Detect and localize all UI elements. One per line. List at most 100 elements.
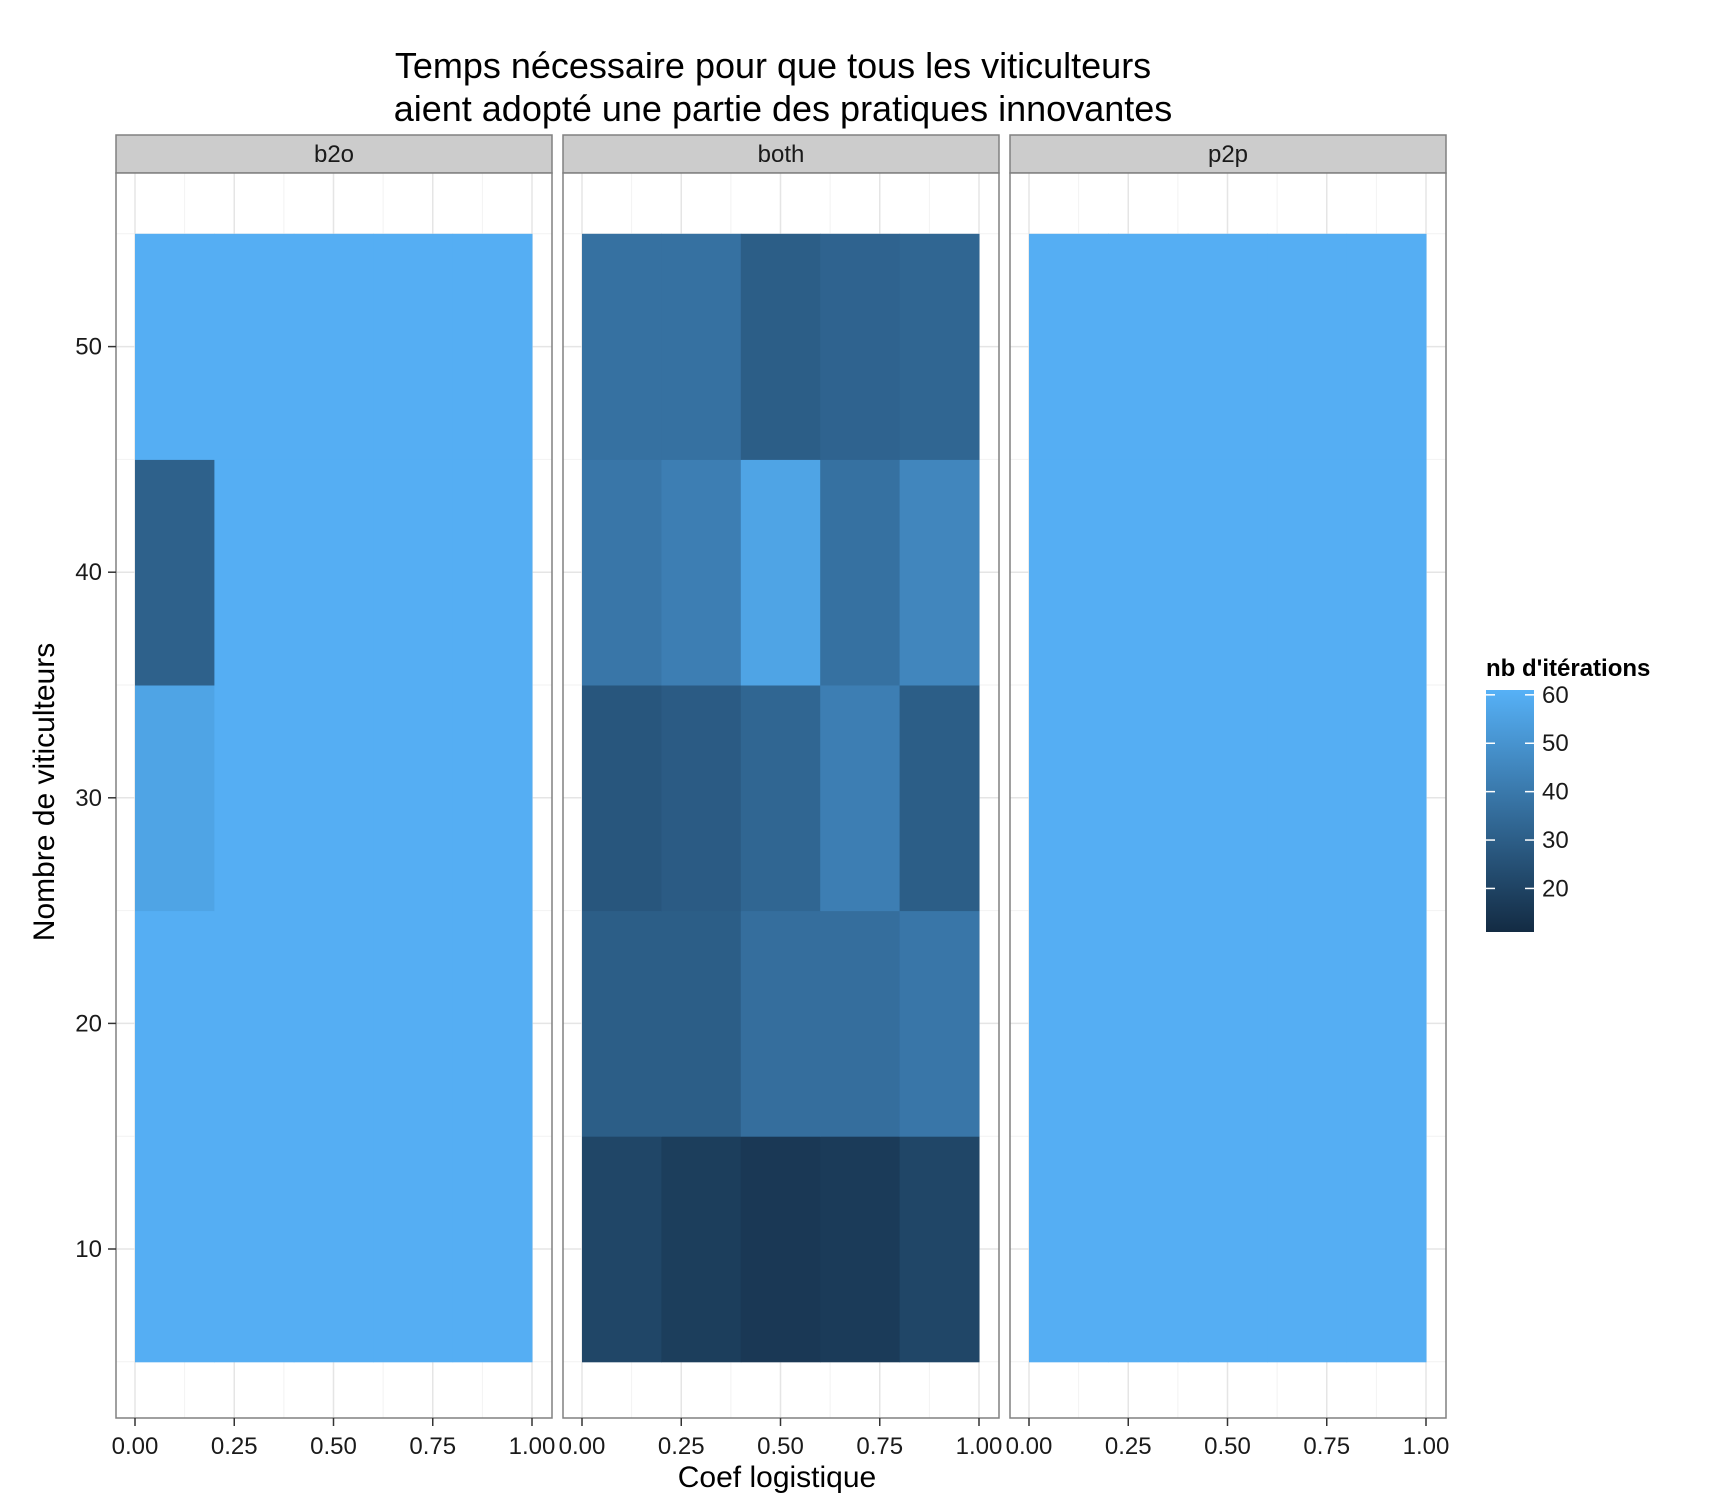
x-axis-title: Coef logistique [678, 1461, 876, 1494]
heatmap-tile-b2o-4-2 [293, 233, 374, 460]
color-legend: nb d'itérations 20 30 40 50 60 [1486, 655, 1650, 932]
y-tick-label: 40 [75, 559, 102, 586]
heatmap-tile-p2p-0-2 [1187, 1136, 1268, 1363]
heatmap-tile-both-0-3 [820, 1136, 901, 1363]
heatmap-tile-p2p-3-0 [1029, 459, 1109, 686]
x-axes: 0.00 0.25 0.50 0.75 1.00 0.00 0.25 0.50 0.75 1.00… [112, 1418, 1449, 1460]
facet-panel-b2o: b2o [115, 134, 553, 1419]
facet-panel-p2p: p2p [1009, 134, 1447, 1419]
heatmap-tile-both-1-3 [820, 910, 901, 1137]
legend-colorbar [1486, 690, 1534, 932]
heatmap-tile-both-2-0 [582, 685, 662, 912]
heatmap-tile-both-3-3 [820, 459, 901, 686]
heatmap-tile-b2o-4-3 [373, 233, 454, 460]
heatmap-tile-b2o-0-3 [373, 1136, 454, 1363]
heatmap-tile-b2o-3-0 [135, 459, 215, 686]
heatmap-tile-p2p-0-4 [1346, 1136, 1427, 1363]
heatmap-tile-p2p-2-1 [1108, 685, 1189, 912]
heatmap-tile-b2o-1-4 [452, 910, 533, 1137]
y-tick-label: 10 [75, 1236, 102, 1263]
heatmap-tile-b2o-0-2 [293, 1136, 374, 1363]
legend-tick-label: 20 [1542, 875, 1569, 902]
x-tick-label: 0.50 [310, 1433, 357, 1460]
facet-strip-b2o [115, 134, 553, 174]
heatmap-tile-both-2-1 [661, 685, 742, 912]
heatmap-tile-b2o-2-4 [452, 685, 533, 912]
x-tick-label: 0.50 [1204, 1433, 1251, 1460]
facet-strip-both [562, 134, 1000, 174]
heatmap-tile-p2p-3-2 [1187, 459, 1268, 686]
heatmap-tile-p2p-3-3 [1267, 459, 1348, 686]
facet-label-p2p: p2p [1208, 141, 1248, 168]
heatmap-tile-p2p-1-0 [1029, 910, 1109, 1137]
facet-label-both: both [758, 141, 805, 168]
facet-label-b2o: b2o [314, 141, 354, 168]
heatmap-tile-both-0-0 [582, 1136, 662, 1363]
y-axis: 10 20 30 40 50 [75, 334, 116, 1263]
heatmap-tile-both-0-1 [661, 1136, 742, 1363]
legend-tick-label: 30 [1542, 827, 1569, 854]
heatmap-tile-both-3-4 [899, 459, 980, 686]
y-tick-label: 20 [75, 1010, 102, 1037]
heatmap-tile-both-2-4 [899, 685, 980, 912]
heatmap-tile-p2p-3-1 [1108, 459, 1189, 686]
facet-strip-p2p [1009, 134, 1447, 174]
heatmap-tile-b2o-4-0 [135, 233, 215, 460]
legend-tick-label: 60 [1542, 682, 1569, 709]
heatmap-tile-b2o-3-2 [293, 459, 374, 686]
heatmap-tile-p2p-4-0 [1029, 233, 1109, 460]
heatmap-tile-b2o-0-1 [214, 1136, 295, 1363]
heatmap-tile-p2p-1-1 [1108, 910, 1189, 1137]
heatmap-tile-both-1-2 [740, 910, 821, 1137]
heatmap-tile-both-3-1 [661, 459, 742, 686]
heatmap-tile-p2p-4-1 [1108, 233, 1189, 460]
heatmap-tile-p2p-0-1 [1108, 1136, 1189, 1363]
heatmap-tile-p2p-4-2 [1187, 233, 1268, 460]
heatmap-tile-b2o-3-3 [373, 459, 454, 686]
chart-title: Temps nécessaire pour que tous les vitic… [394, 45, 1173, 129]
heatmap-tile-both-3-2 [740, 459, 821, 686]
chart-title-line-1: Temps nécessaire pour que tous les vitic… [395, 45, 1151, 86]
heatmap-tile-p2p-3-4 [1346, 459, 1427, 686]
x-tick-label: 0.75 [1303, 1433, 1350, 1460]
heatmap-tile-p2p-1-3 [1267, 910, 1348, 1137]
chart-title-line-2: aient adopté une partie des pratiques in… [394, 88, 1173, 129]
heatmap-tile-p2p-1-2 [1187, 910, 1268, 1137]
heatmap-tile-b2o-3-1 [214, 459, 295, 686]
heatmap-tile-b2o-1-0 [135, 910, 215, 1137]
heatmap-tile-both-2-3 [820, 685, 901, 912]
heatmap-tile-b2o-0-0 [135, 1136, 215, 1363]
x-tick-label: 0.25 [658, 1433, 705, 1460]
legend-tick-label: 40 [1542, 779, 1569, 806]
heatmap-tile-b2o-2-3 [373, 685, 454, 912]
facet-panels: b2o both p2p [115, 134, 1447, 1419]
x-tick-label: 0.25 [211, 1433, 258, 1460]
heatmap-tile-b2o-1-3 [373, 910, 454, 1137]
legend-title: nb d'itérations [1486, 655, 1650, 682]
heatmap-tile-both-4-4 [899, 233, 980, 460]
heatmap-tile-both-1-0 [582, 910, 662, 1137]
heatmap-tile-both-3-0 [582, 459, 662, 686]
heatmap-tile-b2o-2-0 [135, 685, 215, 912]
heatmap-tile-b2o-1-1 [214, 910, 295, 1137]
heatmap-tile-p2p-1-4 [1346, 910, 1427, 1137]
heatmap-tile-both-4-1 [661, 233, 742, 460]
x-tick-label: 0.75 [856, 1433, 903, 1460]
heatmap-tile-both-4-3 [820, 233, 901, 460]
heatmap-tile-both-1-1 [661, 910, 742, 1137]
heatmap-tile-p2p-0-3 [1267, 1136, 1348, 1363]
heatmap-tile-p2p-4-3 [1267, 233, 1348, 460]
facet-panel-both: both [562, 134, 1000, 1419]
x-tick-label: 1.00 [509, 1433, 556, 1460]
heatmap-tile-both-0-4 [899, 1136, 980, 1363]
heatmap-tile-both-4-0 [582, 233, 662, 460]
heatmap-tile-b2o-4-4 [452, 233, 533, 460]
y-tick-label: 50 [75, 334, 102, 361]
heatmap-tile-p2p-4-4 [1346, 233, 1427, 460]
heatmap-tile-p2p-2-4 [1346, 685, 1427, 912]
y-tick-label: 30 [75, 785, 102, 812]
heatmap-tile-p2p-2-3 [1267, 685, 1348, 912]
heatmap-tile-b2o-4-1 [214, 233, 295, 460]
y-axis-title: Nombre de viticulteurs [28, 643, 61, 941]
